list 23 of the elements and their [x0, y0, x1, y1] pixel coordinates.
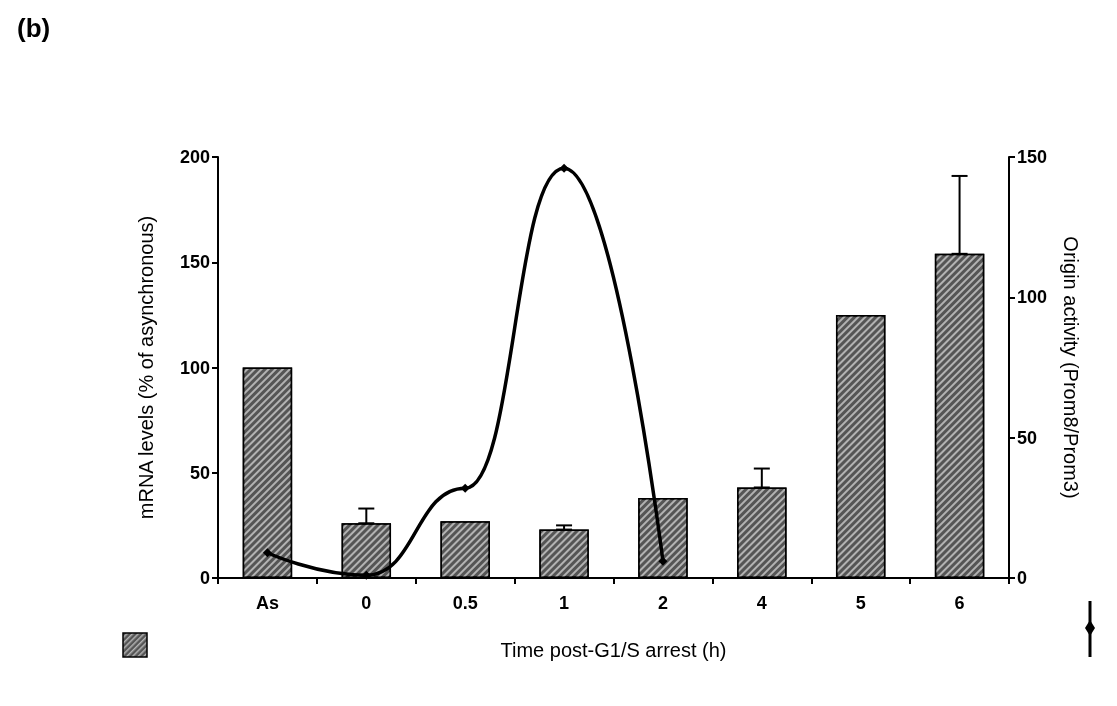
y-axis-title: mRNA levels (% of asynchronous) — [135, 215, 157, 520]
y2-tick-label: 100 — [1017, 287, 1048, 308]
point — [262, 548, 272, 558]
y2-axis-title: Origin activity (Prom8/Prom3) — [1060, 236, 1082, 499]
x-tick-label: 2 — [657, 593, 668, 613]
y-tick-label: 0 — [199, 568, 210, 588]
x-tick-label: 0 — [361, 593, 372, 613]
x-tick-label: 4 — [756, 593, 767, 613]
x-tick-label: 0.5 — [452, 593, 478, 613]
y-tick-label: 100 — [179, 357, 210, 378]
x-axis-title: Time post-G1/S arrest (h) — [500, 639, 727, 661]
x-tick-label: 6 — [954, 593, 965, 613]
point — [559, 163, 569, 173]
x-tick-label: 1 — [559, 593, 570, 613]
y-tick-label: 50 — [189, 462, 210, 483]
x-tick-label: 5 — [855, 593, 866, 613]
chart-title: (b) — [17, 13, 51, 43]
y2-tick-label: 50 — [1017, 427, 1038, 448]
y-tick-label: 150 — [179, 252, 210, 273]
y-tick-label: 200 — [179, 147, 210, 167]
x-tick-label: As — [255, 593, 279, 613]
y2-tick-label: 150 — [1017, 147, 1048, 167]
y2-tick-label: 0 — [1017, 568, 1028, 588]
